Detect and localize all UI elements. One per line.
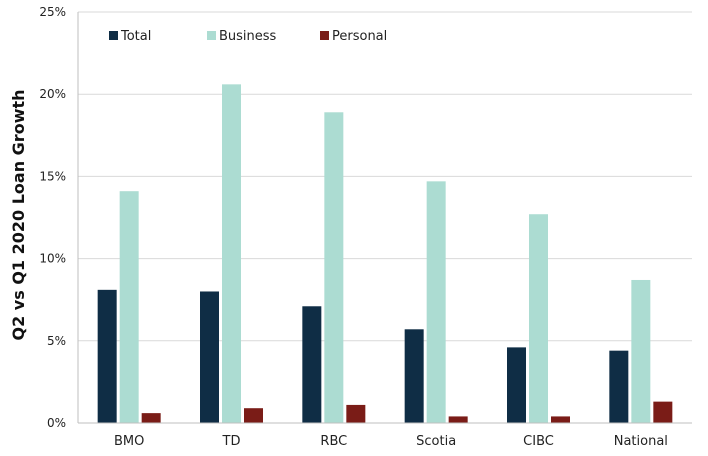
bar-total-cibc xyxy=(507,347,526,423)
y-tick-label: 20% xyxy=(39,87,66,101)
x-category-label: National xyxy=(614,434,668,449)
y-tick-label: 10% xyxy=(39,252,66,266)
bar-total-bmo xyxy=(97,289,117,423)
x-category-label: CIBC xyxy=(523,434,554,449)
legend-label-business: Business xyxy=(219,29,277,44)
bar-business-national xyxy=(631,279,651,423)
bars xyxy=(97,84,673,423)
y-tick-labels: 0% 5% 10% 15% 20% 25% xyxy=(39,5,66,430)
axes xyxy=(77,12,692,424)
bar-personal-bmo xyxy=(141,413,161,423)
bar-total-scotia xyxy=(404,329,424,423)
bar-total-national xyxy=(609,350,629,423)
x-category-label: TD xyxy=(222,434,241,449)
y-tick-label: 0% xyxy=(47,416,66,430)
category-labels: BMO TD RBC Scotia CIBC National xyxy=(114,434,668,449)
bar-business-cibc xyxy=(529,214,548,423)
legend: Total Business Personal xyxy=(109,29,387,44)
legend-label-total: Total xyxy=(120,29,151,44)
bar-personal-td xyxy=(244,408,263,423)
legend-swatch-personal xyxy=(320,31,329,40)
y-tick-label: 25% xyxy=(39,5,66,19)
y-tick-label: 5% xyxy=(47,334,66,348)
y-tick-label: 15% xyxy=(39,169,66,183)
bar-business-rbc xyxy=(324,112,344,423)
bar-personal-national xyxy=(653,401,673,423)
bar-personal-scotia xyxy=(448,416,468,423)
x-category-label: RBC xyxy=(320,434,347,449)
legend-swatch-business xyxy=(207,31,216,40)
legend-label-personal: Personal xyxy=(332,29,387,44)
bar-personal-cibc xyxy=(551,416,570,423)
y-axis-title: Q2 vs Q1 2020 Loan Growth xyxy=(9,89,28,340)
gridlines xyxy=(78,11,692,342)
x-category-label: BMO xyxy=(114,434,144,449)
bar-personal-rbc xyxy=(346,404,366,423)
bar-business-scotia xyxy=(426,181,446,423)
x-category-label: Scotia xyxy=(416,434,456,449)
bar-business-bmo xyxy=(119,191,139,423)
bar-total-td xyxy=(200,291,219,423)
legend-swatch-total xyxy=(109,31,118,40)
bar-business-td xyxy=(222,84,241,423)
bar-total-rbc xyxy=(302,306,322,423)
